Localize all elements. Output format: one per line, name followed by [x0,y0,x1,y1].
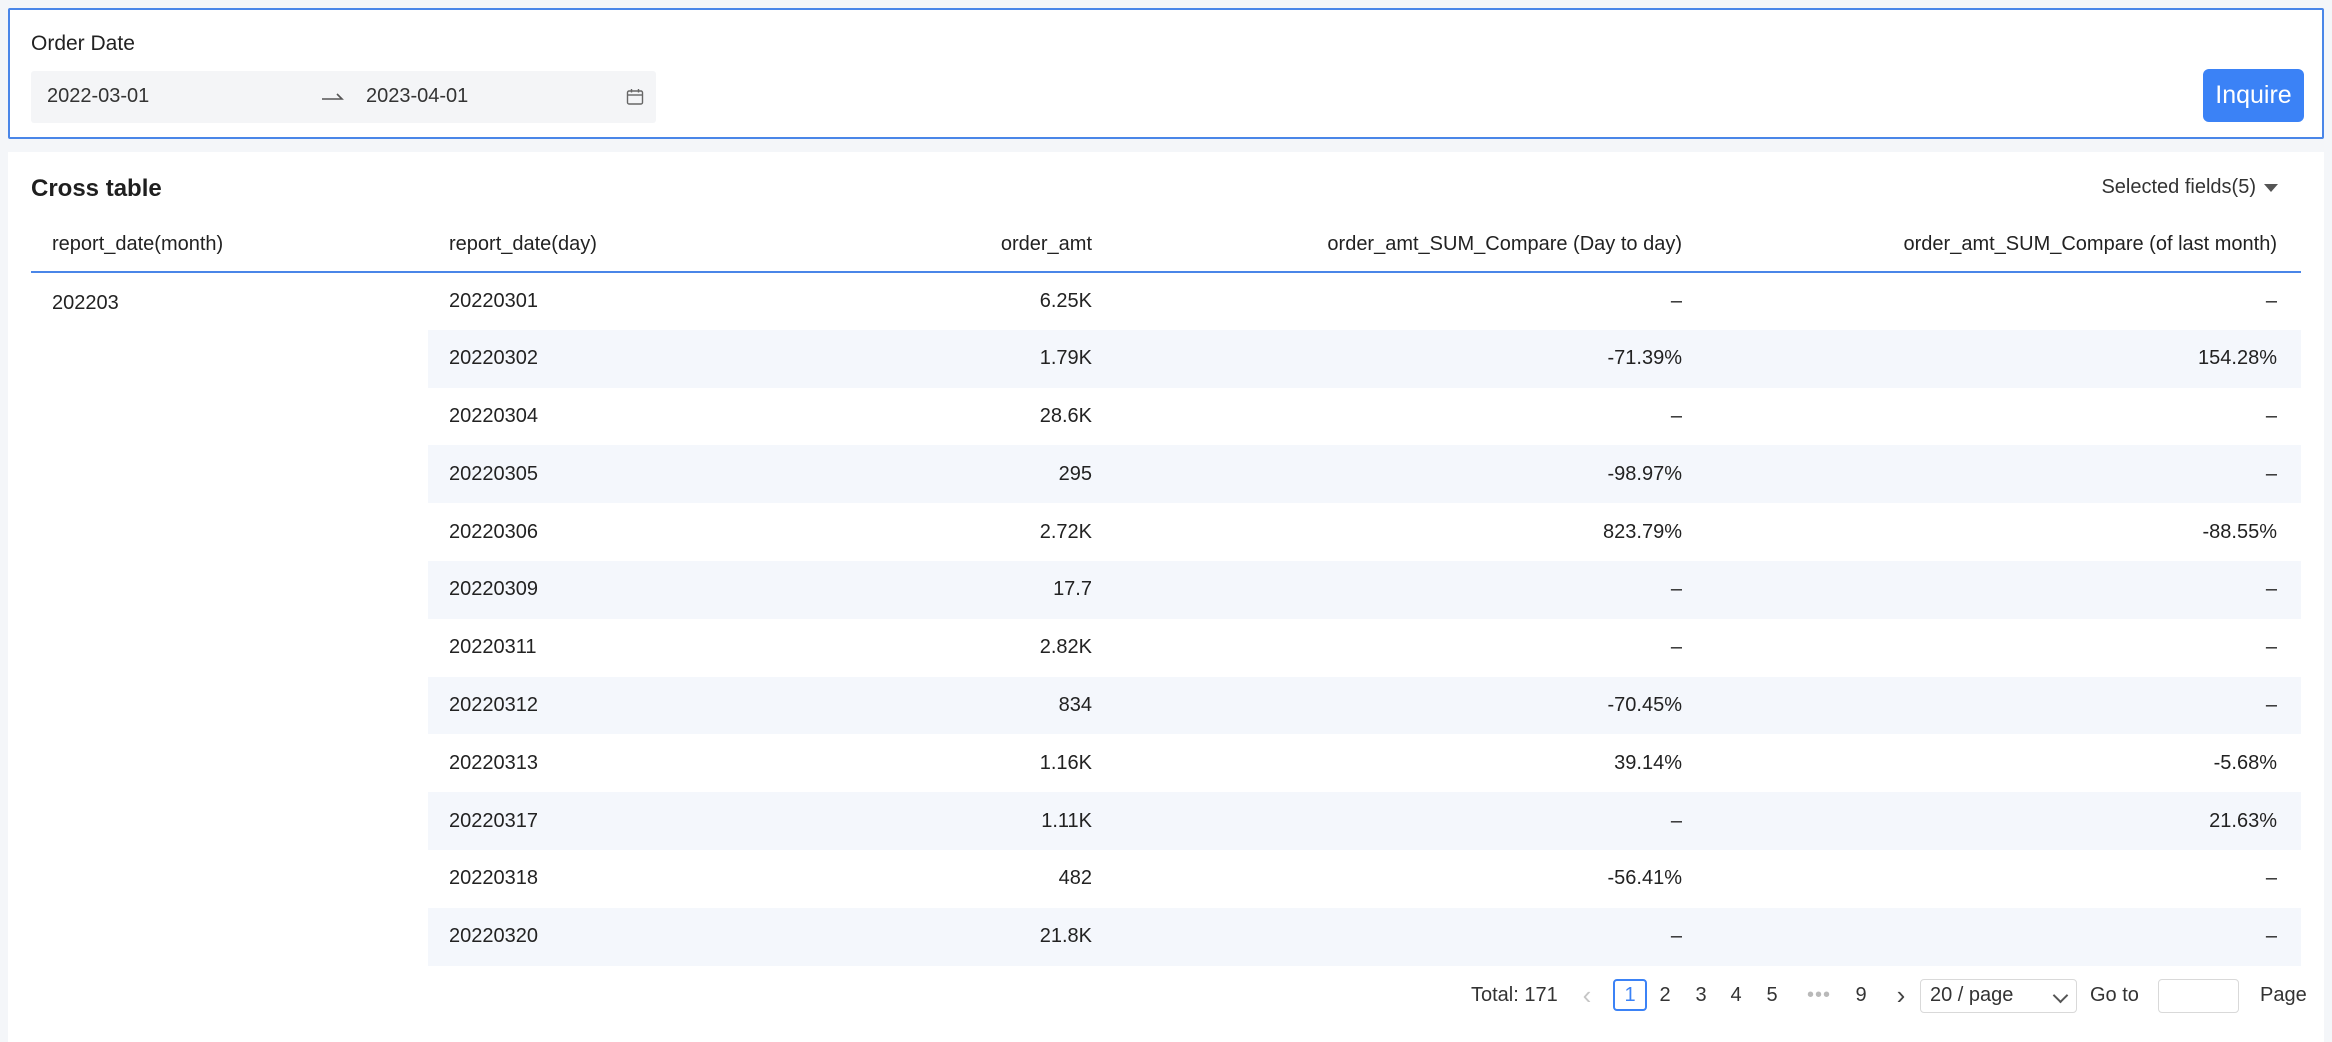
day-cell: 20220309 [428,560,748,619]
order-amt-cell: 21.8K [748,907,1116,966]
start-date-input[interactable]: 2022-03-01 [47,85,150,107]
cross-table-panel: Cross table Selected fields(5) report_da… [8,152,2324,1042]
chevron-down-icon [2052,987,2069,1004]
end-date-input[interactable]: 2023-04-01 [366,85,469,107]
date-range-picker[interactable]: 2022-03-01 2023-04-01 [31,71,656,123]
header-compare-day-to-day[interactable]: order_amt_SUM_Compare (Day to day) [1116,218,1706,273]
calendar-icon[interactable] [625,87,645,107]
table-row: 20220318 482 -56.41% – [31,850,2301,908]
table-row: 20220317 1.11K –21.63% [31,792,2301,850]
compare-month-cell: 154.28% [1706,329,2301,388]
day-cell: 20220320 [428,907,748,966]
panel-title: Cross table [31,175,162,202]
pagination: Total: 171 ‹ 1 2 3 4 5 ••• 9 › 20 / page… [8,977,2324,1017]
compare-day-cell: – [1116,560,1706,619]
table-row: 20220306 2.72K 823.79% -88.55% [31,503,2301,561]
day-cell: 20220306 [449,520,538,543]
goto-page-input[interactable] [2158,979,2239,1013]
compare-day-cell: 823.79% [1603,520,1682,543]
day-cell: 20220311 [449,636,537,659]
compare-month-cell: -5.68% [2213,751,2277,774]
compare-day-cell: -56.41% [1607,867,1683,890]
day-cell: 20220305 [428,445,748,504]
page-label: Page [2260,984,2307,1006]
order-amt-cell: 2.72K [1039,520,1092,543]
page-1-button[interactable]: 1 [1613,979,1647,1011]
filter-panel: Order Date 2022-03-01 2023-04-01 Inquire [8,8,2324,139]
table-row: 20220302 1.79K -71.39% 154.28% [31,329,2301,388]
order-amt-cell: 834 [748,676,1116,735]
table-row: 20220320 21.8K – – [31,907,2301,966]
order-amt-cell: 17.7 [748,560,1116,619]
day-cell: 20220301 [449,289,538,312]
compare-month-cell: – [2265,404,2277,427]
table-row: 20220311 2.82K – – [31,619,2301,677]
header-report-day[interactable]: report_date(day) [428,218,748,273]
compare-day-cell: – [1670,289,1682,312]
order-amt-cell: 2.82K [1039,636,1092,659]
page-9-button[interactable]: 9 [1855,984,1867,1006]
header-report-month[interactable]: report_date(month) [31,218,428,273]
page-size-label: 20 / page [1930,984,2014,1006]
order-amt-cell: 28.6K [1039,404,1092,427]
page-3-button[interactable]: 3 [1695,984,1707,1006]
compare-day-cell: -98.97% [1116,445,1706,504]
header-order-amt[interactable]: order_amt [748,218,1116,273]
order-amt-cell: 1.16K [1039,751,1092,774]
goto-label: Go to [2090,984,2139,1006]
day-cell: 20220312 [428,676,748,735]
next-page-button[interactable]: › [1896,980,1906,1010]
table-row: 202203 20220301 6.25K – – [31,272,2301,966]
compare-day-cell: -70.45% [1116,676,1706,735]
header-compare-last-month[interactable]: order_amt_SUM_Compare (of last month) [1706,218,2301,273]
table-header-row: report_date(month) report_date(day) orde… [31,218,2301,273]
day-cell: 20220304 [449,404,538,427]
selected-fields-label: Selected fields(5) [2101,176,2256,198]
compare-month-cell: – [2265,636,2277,659]
table-row: 20220305 295 -98.97% – [31,445,2301,504]
table-row: 20220304 28.6K – – [31,388,2301,446]
order-amt-cell: 6.25K [1039,289,1092,312]
order-amt-cell: 1.79K [748,329,1116,388]
compare-day-cell: – [1116,792,1706,850]
day-cell: 20220317 [428,792,748,850]
range-arrow-icon [322,93,344,100]
compare-day-cell: – [1670,636,1682,659]
order-amt-cell: 482 [1058,867,1092,890]
table-row: 20220312 834 -70.45% – [31,676,2301,735]
page-2-button[interactable]: 2 [1659,984,1671,1006]
compare-month-cell: – [1706,676,2301,735]
more-pages-icon[interactable]: ••• [1806,984,1831,1006]
month-cell: 202203 [31,272,428,966]
day-cell: 20220302 [428,329,748,388]
page-5-button[interactable]: 5 [1766,984,1778,1006]
compare-day-cell: – [1116,907,1706,966]
compare-month-cell: – [1706,907,2301,966]
compare-month-cell: – [1706,560,2301,619]
compare-day-cell: -71.39% [1116,329,1706,388]
compare-month-cell: -88.55% [2202,520,2278,543]
table-row: 20220309 17.7– – [31,560,2301,619]
order-amt-cell: 1.11K [748,792,1116,850]
day-cell: 20220318 [449,867,538,890]
compare-day-cell: – [1670,404,1682,427]
page-size-select[interactable]: 20 / page [1920,979,2077,1013]
total-count: Total: 171 [1471,984,1558,1006]
selected-fields-dropdown[interactable]: Selected fields(5) [2101,176,2278,199]
compare-month-cell: – [2265,289,2277,312]
table-row: 20220313 1.16K 39.14% -5.68% [31,734,2301,792]
caret-down-icon [2264,183,2278,192]
day-cell: 20220313 [449,751,538,774]
compare-month-cell: 21.63% [1706,792,2301,850]
inquire-button[interactable]: Inquire [2203,69,2304,122]
compare-day-cell: 39.14% [1614,751,1682,774]
cross-table: report_date(month) report_date(day) orde… [31,218,2301,966]
prev-page-button[interactable]: ‹ [1582,980,1592,1010]
compare-month-cell: – [2265,867,2277,890]
order-amt-cell: 295 [748,445,1116,504]
page-4-button[interactable]: 4 [1730,984,1742,1006]
order-date-label: Order Date [31,32,135,55]
compare-month-cell: – [1706,445,2301,504]
